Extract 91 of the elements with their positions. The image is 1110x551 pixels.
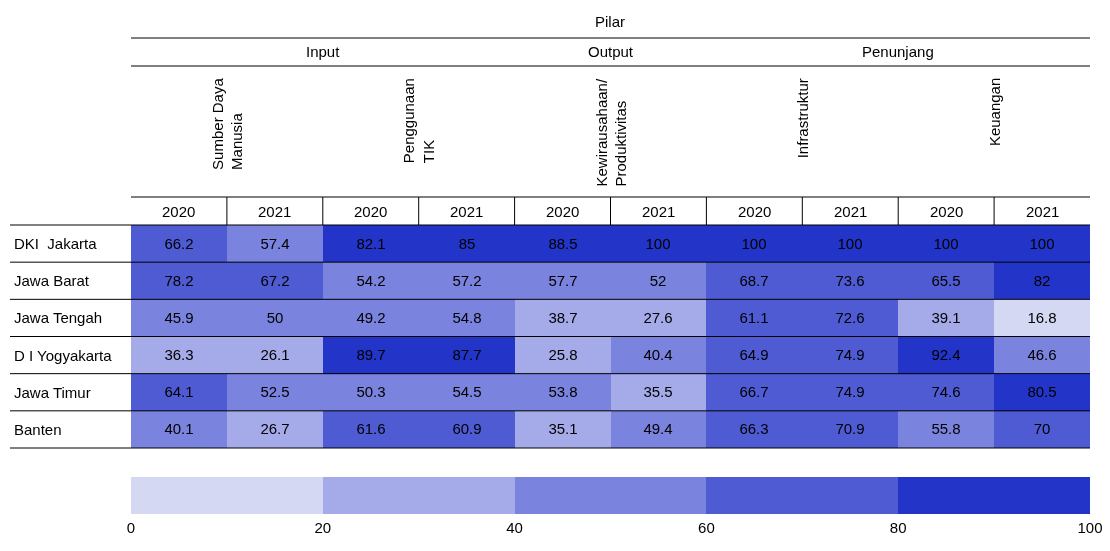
data-label: 26.7 [260, 420, 290, 438]
text: Infrastruktur [794, 78, 812, 159]
x-tick-label: 2020 [738, 203, 772, 220]
text: Penunjang [862, 43, 934, 60]
data-label: 50 [266, 309, 284, 327]
data-label: 36.3 [164, 346, 194, 364]
data-label: 52.5 [260, 383, 290, 401]
text: Sumber Daya Manusia [208, 77, 246, 170]
data-label: 87.7 [452, 346, 482, 364]
data-label: 25.8 [548, 346, 578, 364]
data-label: 73.6 [835, 272, 865, 290]
y-tick-label: Jawa Barat [14, 272, 90, 289]
x-tick-label: 2021 [258, 203, 292, 220]
color-bar-label: 40 [506, 518, 523, 536]
data-label: 49.4 [643, 420, 673, 438]
data-label: 46.6 [1027, 346, 1057, 364]
y-tick-label: Banten [14, 421, 62, 438]
x-tick-label: 2021 [642, 203, 676, 220]
data-label: 66.2 [164, 235, 194, 253]
data-label: 100 [645, 235, 671, 253]
data-label: 57.4 [260, 235, 290, 253]
data-label: 70.9 [835, 420, 865, 438]
data-label: 54.8 [452, 309, 482, 327]
x-tick-label: 2020 [930, 203, 964, 220]
text: Penggunaan TIK [400, 78, 437, 164]
data-label: 64.1 [164, 383, 194, 401]
data-label: 61.6 [356, 420, 386, 438]
data-label: 65.5 [931, 272, 961, 290]
text: Input [306, 43, 341, 60]
data-label: 70 [1033, 420, 1051, 438]
data-label: 74.6 [931, 383, 961, 401]
data-label: 82 [1033, 272, 1051, 290]
data-label: 40.1 [164, 420, 194, 438]
data-label: 35.5 [643, 383, 673, 401]
data-label: 55.8 [931, 420, 961, 438]
data-label: 74.9 [835, 346, 865, 364]
color-bar-label: 80 [889, 518, 907, 536]
x-tick-label: 2021 [1026, 203, 1060, 220]
data-label: 72.6 [835, 309, 865, 327]
x-tick-label: 2021 [834, 203, 868, 220]
data-label: 68.7 [739, 272, 769, 290]
text: Output [588, 43, 634, 60]
data-label: 52 [649, 272, 667, 290]
data-label: 27.6 [643, 309, 673, 327]
x-tick-label: 2020 [354, 203, 388, 220]
color-bar-label: 100 [1077, 518, 1103, 536]
data-label: 82.1 [356, 235, 386, 253]
y-tick-label: Jawa Timur [14, 384, 91, 401]
data-label: 54.5 [452, 383, 482, 401]
color-bar-label: 20 [314, 518, 332, 536]
data-label: 35.1 [548, 420, 578, 438]
data-label: 54.2 [356, 272, 386, 290]
data-label: 66.7 [739, 383, 769, 401]
data-label: 60.9 [452, 420, 482, 438]
data-label: 85 [458, 235, 476, 253]
x-tick-label: 2021 [450, 203, 484, 220]
data-label: 78.2 [164, 272, 194, 290]
data-label: 67.2 [260, 272, 290, 290]
data-label: 57.2 [452, 272, 482, 290]
text: Pilar [595, 13, 626, 30]
color-bar-label: 0 [126, 518, 136, 536]
data-label: 88.5 [548, 235, 578, 253]
data-label: 45.9 [164, 309, 194, 327]
data-label: 74.9 [835, 383, 865, 401]
data-label: 80.5 [1027, 383, 1057, 401]
x-tick-label: 2020 [162, 203, 196, 220]
color-bar-label: 60 [698, 518, 715, 536]
y-tick-label: Jawa Tengah [14, 309, 103, 326]
text: Kewirausahaan/ Produktivitas [592, 78, 629, 187]
data-label: 89.7 [356, 346, 386, 364]
data-label: 50.3 [356, 383, 386, 401]
data-label: 100 [933, 235, 959, 253]
data-label: 57.7 [548, 272, 578, 290]
data-label: 53.8 [548, 383, 578, 401]
data-label: 100 [1029, 235, 1055, 253]
data-label: 66.3 [739, 420, 769, 438]
y-tick-label: D I Yogyakarta [14, 347, 113, 364]
y-tick-label: DKI Jakarta [14, 235, 98, 252]
data-label: 39.1 [931, 309, 961, 327]
data-label: 64.9 [739, 346, 769, 364]
data-label: 38.7 [548, 309, 578, 327]
data-label: 26.1 [260, 346, 290, 364]
data-label: 100 [741, 235, 767, 253]
data-label: 92.4 [931, 346, 961, 364]
data-label: 49.2 [356, 309, 386, 327]
text: Keuangan [986, 77, 1004, 147]
x-tick-label: 2020 [546, 203, 580, 220]
data-label: 40.4 [643, 346, 673, 364]
data-label: 16.8 [1027, 309, 1057, 327]
data-label: 100 [837, 235, 863, 253]
data-label: 61.1 [739, 309, 769, 327]
